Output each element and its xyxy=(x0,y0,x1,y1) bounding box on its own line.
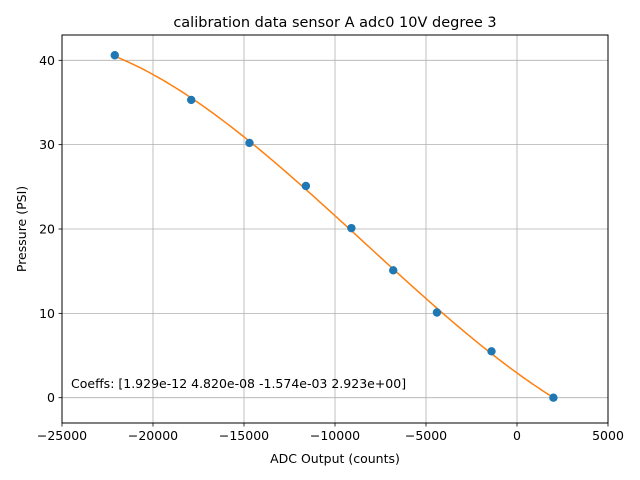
x-tick-label: −20000 xyxy=(128,428,178,443)
y-axis-label: Pressure (PSI) xyxy=(14,186,29,272)
y-tick-label: 30 xyxy=(39,137,55,152)
y-tick-label: 40 xyxy=(39,53,55,68)
data-point xyxy=(487,347,496,356)
data-points xyxy=(110,51,558,402)
x-tick-label: −15000 xyxy=(219,428,269,443)
data-point xyxy=(389,266,398,275)
coefficients-annotation: Coeffs: [1.929e-12 4.820e-08 -1.574e-03 … xyxy=(71,376,406,391)
data-point xyxy=(432,308,442,317)
data-point xyxy=(245,138,254,148)
data-point xyxy=(347,223,356,233)
data-point xyxy=(110,51,119,60)
plot-frame xyxy=(61,34,609,424)
data-point xyxy=(549,393,558,402)
data-point xyxy=(301,181,311,191)
fit-curve-layer xyxy=(114,55,554,399)
grid xyxy=(61,35,609,423)
fit-curve xyxy=(114,55,554,399)
x-tick-label: 5000 xyxy=(592,428,624,443)
y-tick-label: 10 xyxy=(39,306,55,321)
x-tick-label: −5000 xyxy=(405,428,447,443)
x-tick-label: 0 xyxy=(513,428,521,443)
ticks: −25000 −20000 −15000 −10000 −5000 0 5000 0 10 20 3… xyxy=(37,53,624,443)
x-tick-label: −10000 xyxy=(310,428,360,443)
y-tick-label: 20 xyxy=(39,222,55,237)
chart-title: calibration data sensor A adc0 10V degre… xyxy=(173,15,496,31)
x-axis-label: ADC Output (counts) xyxy=(270,451,400,466)
data-point xyxy=(187,95,196,105)
x-tick-label: −25000 xyxy=(37,428,87,443)
y-tick-label: 0 xyxy=(47,390,55,405)
